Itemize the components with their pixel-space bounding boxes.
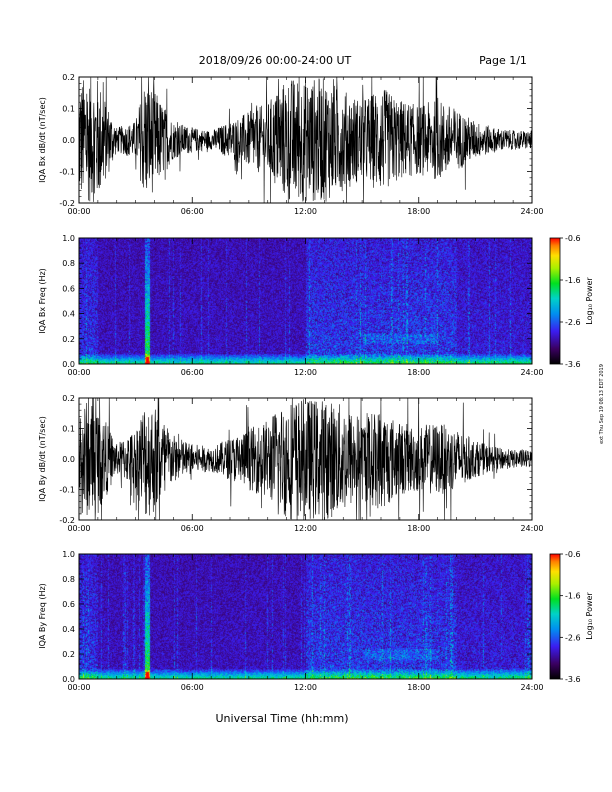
- y-tick-label: -0.2: [59, 199, 75, 208]
- y-tick-label: 0.0: [62, 675, 75, 684]
- y-tick-label: -0.2: [59, 516, 75, 525]
- x-tick-label: 12:00: [294, 207, 317, 216]
- page-title: 2018/09/26 00:00-24:00 UT: [199, 54, 352, 67]
- colorbar-ramp: [549, 553, 561, 680]
- by-spectrogram-image: [79, 554, 532, 679]
- x-tick-label: 24:00: [520, 368, 543, 377]
- colorbar: -0.6 -1.6 -2.6 -3.6 Log₁₀ Power: [549, 550, 594, 684]
- y-tick-label: 0.0: [62, 455, 75, 464]
- x-tick-label: 12:00: [294, 683, 317, 692]
- panel-by-timeseries: 0.2 0.1 0.0 -0.1 -0.2 00:00 06:00 12:00 18:00 24…: [38, 394, 544, 533]
- x-tick-label: 06:00: [181, 368, 204, 377]
- colorbar: -0.6 -1.6 -2.6 -3.6 Log₁₀ Power: [549, 234, 594, 369]
- colorbar-ramp: [549, 237, 561, 365]
- colorbar-tick-label: -0.6: [565, 234, 581, 243]
- colorbar-tick-label: -1.6: [565, 592, 581, 601]
- x-tick-label: 06:00: [181, 524, 204, 533]
- y-axis-label: IQA By Freq (Hz): [38, 583, 47, 649]
- y-axis-label: IQA Bx dB/dt (nT/sec): [38, 97, 47, 183]
- y-axis-label: IQA Bx Freq (Hz): [38, 268, 47, 334]
- y-tick-label: -0.1: [59, 168, 75, 177]
- y-tick-label: 0.2: [62, 394, 75, 403]
- colorbar-tick-label: -3.6: [565, 675, 581, 684]
- y-tick-label: 0.0: [62, 360, 75, 369]
- y-tick-label: 0.2: [62, 73, 75, 82]
- colorbar-tick-label: -3.6: [565, 360, 581, 369]
- y-tick-label: 0.1: [62, 425, 75, 434]
- colorbar-tick-label: -2.6: [565, 318, 581, 327]
- x-tick-label: 00:00: [67, 207, 90, 216]
- bx-waveform: [78, 76, 533, 204]
- x-tick-label: 00:00: [67, 368, 90, 377]
- bx-spectrogram-image: [79, 238, 532, 364]
- x-tick-label: 24:00: [520, 683, 543, 692]
- panel-bx-timeseries: 0.2 0.1 0.0 -0.1 -0.2 00:00 06:00 12:00 18:00 24…: [38, 73, 544, 216]
- by-waveform: [78, 397, 533, 521]
- y-tick-label: 0.4: [62, 625, 75, 634]
- x-axis-title: Universal Time (hh:mm): [216, 712, 349, 725]
- colorbar-tick-label: -2.6: [565, 633, 581, 642]
- y-axis-label: IQA By dB/dt (nT/sec): [38, 416, 47, 502]
- x-tick-label: 12:00: [294, 368, 317, 377]
- x-tick-label: 12:00: [294, 524, 317, 533]
- x-tick-label: 06:00: [181, 683, 204, 692]
- y-tick-label: 1.0: [62, 550, 75, 559]
- generation-note: ext Thu Sep 19 08:13 EDT 2019: [599, 364, 605, 444]
- x-tick-label: 18:00: [407, 683, 430, 692]
- page-number: Page 1/1: [479, 54, 527, 67]
- x-tick-label: 18:00: [407, 368, 430, 377]
- x-tick-label: 00:00: [67, 524, 90, 533]
- x-tick-label: 18:00: [407, 524, 430, 533]
- y-tick-label: 0.8: [62, 575, 75, 584]
- panel-by-spectrogram: 1.0 0.8 0.6 0.4 0.2 0.0 00:00 06:00 12:00 18:00 2…: [38, 550, 594, 692]
- x-tick-label: 24:00: [520, 207, 543, 216]
- x-tick-label: 18:00: [407, 207, 430, 216]
- y-tick-label: -0.1: [59, 486, 75, 495]
- y-tick-label: 0.4: [62, 310, 75, 319]
- y-tick-label: 0.6: [62, 284, 75, 293]
- x-tick-label: 00:00: [67, 683, 90, 692]
- x-tick-label: 24:00: [520, 524, 543, 533]
- x-tick-label: 06:00: [181, 207, 204, 216]
- y-tick-label: 1.0: [62, 234, 75, 243]
- colorbar-tick-label: -1.6: [565, 276, 581, 285]
- y-tick-label: 0.2: [62, 650, 75, 659]
- colorbar-label: Log₁₀ Power: [585, 592, 594, 640]
- colorbar-label: Log₁₀ Power: [585, 277, 594, 325]
- y-tick-label: 0.1: [62, 105, 75, 114]
- y-tick-label: 0.6: [62, 600, 75, 609]
- panel-bx-spectrogram: 1.0 0.8 0.6 0.4 0.2 0.0 00:00 06:00 12:00 18:00 2…: [38, 234, 594, 377]
- colorbar-tick-label: -0.6: [565, 550, 581, 559]
- y-tick-label: 0.2: [62, 335, 75, 344]
- y-tick-label: 0.8: [62, 259, 75, 268]
- y-tick-label: 0.0: [62, 136, 75, 145]
